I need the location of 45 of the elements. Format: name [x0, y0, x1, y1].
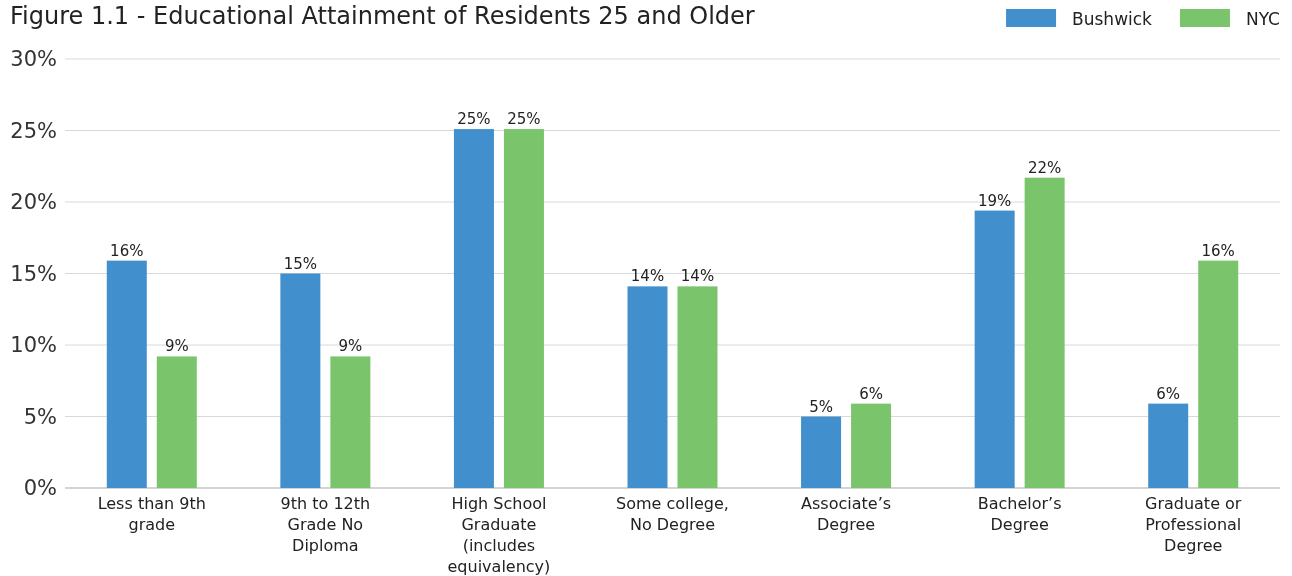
- y-tick-label: 25%: [10, 118, 57, 143]
- data-label: 16%: [1201, 241, 1235, 260]
- data-label: 15%: [283, 254, 318, 273]
- data-label: 9%: [164, 337, 189, 356]
- x-tick-label: High School Graduate (includes equivalency): [447, 494, 551, 576]
- bar: [453, 129, 494, 488]
- data-label: 22%: [1027, 158, 1062, 177]
- data-label: 25%: [507, 110, 541, 129]
- legend-label: NYC: [1245, 9, 1280, 29]
- data-label: 16%: [110, 241, 144, 260]
- data-label: 6%: [859, 384, 883, 403]
- x-tick-label: 9th to 12th Grade No Diploma: [280, 494, 371, 555]
- x-tick-label: Some college, No Degree: [616, 494, 729, 534]
- chart-title: Figure 1.1 - Educational Attainment of Residents 25 and Older: [10, 2, 755, 30]
- bar: [974, 210, 1015, 488]
- bar: [1148, 403, 1189, 488]
- x-tick-label: Less than 9th grade: [97, 494, 206, 534]
- data-label: 19%: [977, 191, 1012, 210]
- y-tick-label: 10%: [10, 333, 57, 358]
- x-tick-label: Bachelor’s Degree: [977, 494, 1062, 534]
- y-tick-label: 0%: [23, 476, 57, 501]
- bar: [851, 403, 892, 488]
- bar: [330, 356, 371, 488]
- y-tick-label: 5%: [23, 404, 57, 429]
- y-tick-label: 20%: [10, 190, 57, 215]
- data-label: 6%: [1156, 384, 1181, 403]
- y-tick-label: 30%: [10, 47, 57, 72]
- bar: [106, 260, 147, 488]
- data-label: 9%: [338, 337, 363, 356]
- y-tick-label: 15%: [10, 261, 57, 286]
- data-label: 14%: [680, 267, 715, 286]
- data-label: 14%: [630, 267, 665, 286]
- data-label: 25%: [457, 110, 491, 129]
- bar: [1024, 177, 1065, 488]
- bar: [280, 273, 321, 488]
- bar: [156, 356, 197, 488]
- bar: [503, 129, 544, 488]
- bar: [677, 286, 718, 488]
- bar: [627, 286, 668, 488]
- bar: [1198, 260, 1239, 488]
- legend-label: Bushwick: [1072, 9, 1153, 29]
- x-tick-label: Graduate or Professional Degree: [1144, 494, 1242, 555]
- bar: [801, 416, 842, 488]
- x-tick-label: Associate’s Degree: [801, 494, 892, 534]
- data-label: 5%: [809, 397, 833, 416]
